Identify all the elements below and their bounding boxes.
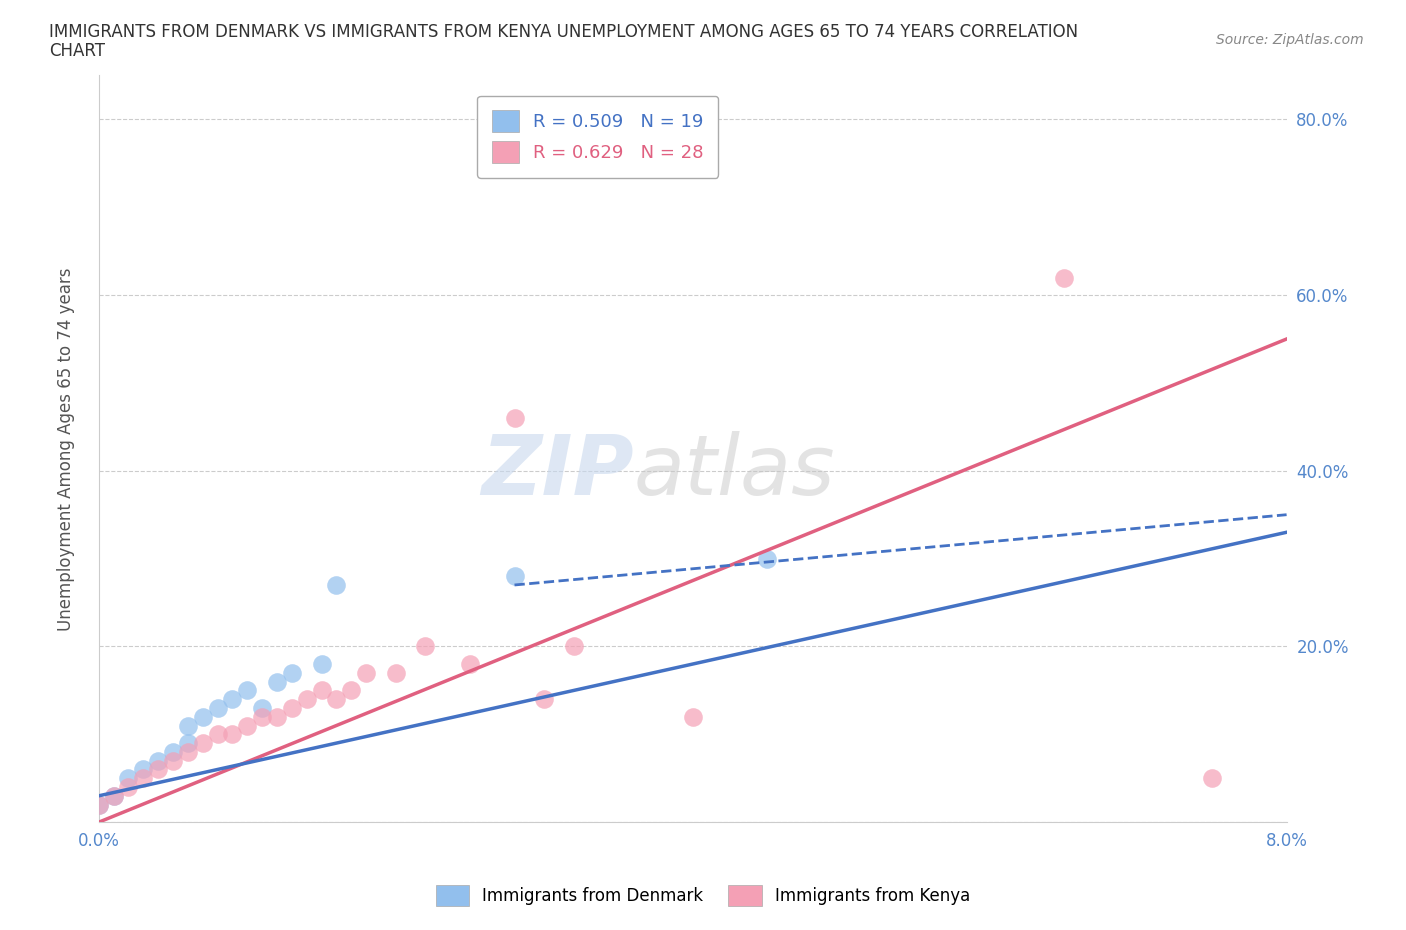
Point [207,727,229,742]
Point [87,797,110,812]
Text: Source: ZipAtlas.com: Source: ZipAtlas.com [1216,33,1364,46]
Point [117,779,139,794]
Point [103,789,125,804]
Point [266,674,288,689]
Point [325,692,347,707]
Point [311,657,333,671]
Point [191,710,214,724]
Point [266,710,288,724]
Point [148,753,170,768]
Point [148,762,170,777]
Point [117,771,139,786]
Legend: Immigrants from Denmark, Immigrants from Kenya: Immigrants from Denmark, Immigrants from… [429,879,977,912]
Point [755,551,778,566]
Point [281,700,304,715]
Point [177,718,200,733]
Point [103,789,125,804]
Point [87,797,110,812]
Point [562,639,585,654]
Point [132,762,155,777]
Point [311,683,333,698]
Y-axis label: Unemployment Among Ages 65 to 74 years: Unemployment Among Ages 65 to 74 years [58,267,75,631]
Point [207,700,229,715]
Point [250,710,273,724]
Point [132,771,155,786]
Point [1201,771,1223,786]
Point [384,665,406,680]
Point [1053,270,1076,285]
Point [281,665,304,680]
Point [415,639,437,654]
Text: ZIP: ZIP [481,431,633,512]
Text: atlas: atlas [633,431,835,512]
Point [221,727,243,742]
Point [177,736,200,751]
Point [221,692,243,707]
Point [162,753,184,768]
Point [503,569,526,584]
Point [503,411,526,426]
Point [236,683,259,698]
Text: CHART: CHART [49,42,105,60]
Point [191,736,214,751]
Point [340,683,363,698]
Point [236,718,259,733]
Point [682,710,704,724]
Text: IMMIGRANTS FROM DENMARK VS IMMIGRANTS FROM KENYA UNEMPLOYMENT AMONG AGES 65 TO 7: IMMIGRANTS FROM DENMARK VS IMMIGRANTS FR… [49,23,1078,41]
Point [295,692,318,707]
Point [533,692,555,707]
Point [325,578,347,592]
Point [458,657,481,671]
Point [177,744,200,759]
Point [250,700,273,715]
Point [354,665,377,680]
Point [162,744,184,759]
Legend: R = 0.509   N = 19, R = 0.629   N = 28: R = 0.509 N = 19, R = 0.629 N = 28 [477,96,718,178]
